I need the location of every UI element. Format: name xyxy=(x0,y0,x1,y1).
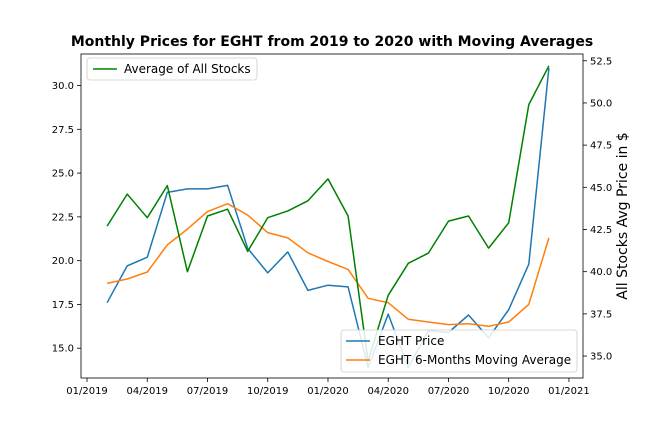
x-tick-label: 10/2019 xyxy=(247,386,289,397)
x-tick-label: 01/2021 xyxy=(548,386,590,397)
y-right-tick-label: 35.0 xyxy=(590,352,612,363)
y-axis-left: 15.0 17.5 20.0 22.5 25.0 27.5 30.0 xyxy=(52,81,81,355)
x-axis: 01/2019 04/2019 07/2019 10/2019 01/2020 04/20… xyxy=(66,378,590,397)
x-tick-label: 07/2020 xyxy=(428,386,470,397)
plot-frame xyxy=(80,53,584,379)
x-tick-label: 04/2020 xyxy=(367,386,409,397)
legend-label-eght-price: EGHT Price xyxy=(378,334,444,348)
legend-all-stocks: Average of All Stocks xyxy=(86,57,258,81)
y-left-tick-label: 15.0 xyxy=(52,344,74,355)
y-left-tick-label: 25.0 xyxy=(52,169,74,180)
y-left-tick-label: 27.5 xyxy=(52,125,74,136)
y-right-tick-label: 40.0 xyxy=(590,267,612,278)
legend-box xyxy=(86,57,258,81)
x-tick-label: 01/2019 xyxy=(66,386,108,397)
y-right-tick-label: 47.5 xyxy=(590,141,612,152)
legend-label-all-stocks: Average of All Stocks xyxy=(124,62,251,76)
legend-label-eght-moving-average: EGHT 6-Months Moving Average xyxy=(378,353,571,367)
x-tick-label: 04/2019 xyxy=(126,386,168,397)
plot-lines xyxy=(106,65,550,369)
legend-box xyxy=(340,329,578,373)
y-axis-right: 35.0 37.5 40.0 42.5 45.0 47.5 50.0 52.5 xyxy=(583,56,612,363)
y-right-tick-label: 50.0 xyxy=(590,98,612,109)
y2-axis-label: All Stocks Avg Price in $ xyxy=(615,132,631,299)
series-line-2 xyxy=(106,65,550,362)
y-left-tick-label: 22.5 xyxy=(52,212,74,223)
series-line-0 xyxy=(106,67,550,369)
y-right-tick-label: 42.5 xyxy=(590,225,612,236)
x-tick-label: 01/2020 xyxy=(307,386,349,397)
y-left-tick-label: 20.0 xyxy=(52,256,74,267)
series-line-1 xyxy=(106,202,550,328)
y-right-tick-label: 37.5 xyxy=(590,309,612,320)
y-left-tick-label: 17.5 xyxy=(52,300,74,311)
y-right-tick-label: 45.0 xyxy=(590,183,612,194)
x-tick-label: 10/2020 xyxy=(488,386,530,397)
x-tick-label: 07/2019 xyxy=(187,386,229,397)
y-right-tick-label: 52.5 xyxy=(590,56,612,67)
legend-eght: EGHT Price EGHT 6-Months Moving Average xyxy=(340,329,578,373)
y-left-tick-label: 30.0 xyxy=(52,81,74,92)
chart-title: Monthly Prices for EGHT from 2019 to 202… xyxy=(71,34,593,50)
